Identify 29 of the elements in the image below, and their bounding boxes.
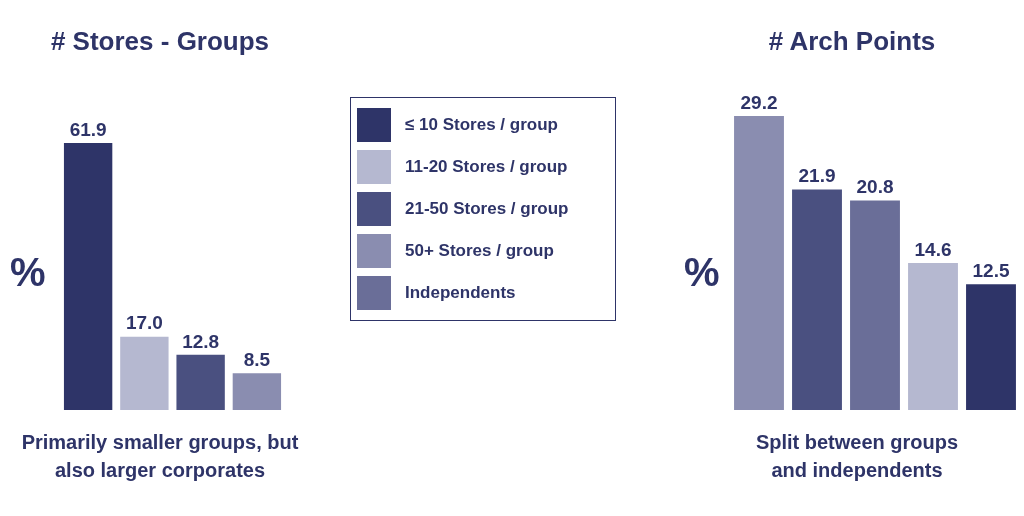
bar [734,116,784,410]
chart-title: # Arch Points [767,26,937,57]
chart-title: # Stores - Groups [49,26,271,57]
bar [966,284,1016,410]
data-label: 17.0 [125,312,163,334]
text: Primarily smaller groups, but also larger corporates [20,430,300,483]
text: Split between groups and independents [754,430,960,483]
y-axis-title: % [684,250,720,295]
bar [120,336,169,410]
legend-label: Independents [405,283,516,303]
legend-label: 11-20 Stores / group [405,157,568,177]
y-axis-title: % [10,250,46,295]
legend-label: 50+ Stores / group [405,241,554,261]
bar [792,189,842,410]
data-label: 29.2 [740,91,778,113]
legend-label: 21-50 Stores / group [405,199,569,219]
bar [63,142,113,410]
data-label: 14.6 [914,238,952,260]
bar [850,200,900,410]
data-label: 12.8 [182,330,220,352]
data-label: 12.5 [972,259,1010,281]
bar [232,373,282,410]
data-label: 21.9 [798,165,836,187]
data-label: 20.8 [856,176,894,198]
data-label: 61.9 [69,118,107,140]
bar [908,263,958,410]
data-label: 8.5 [243,349,271,371]
legend-label: ≤ 10 Stores / group [405,115,558,135]
bar [176,354,225,410]
